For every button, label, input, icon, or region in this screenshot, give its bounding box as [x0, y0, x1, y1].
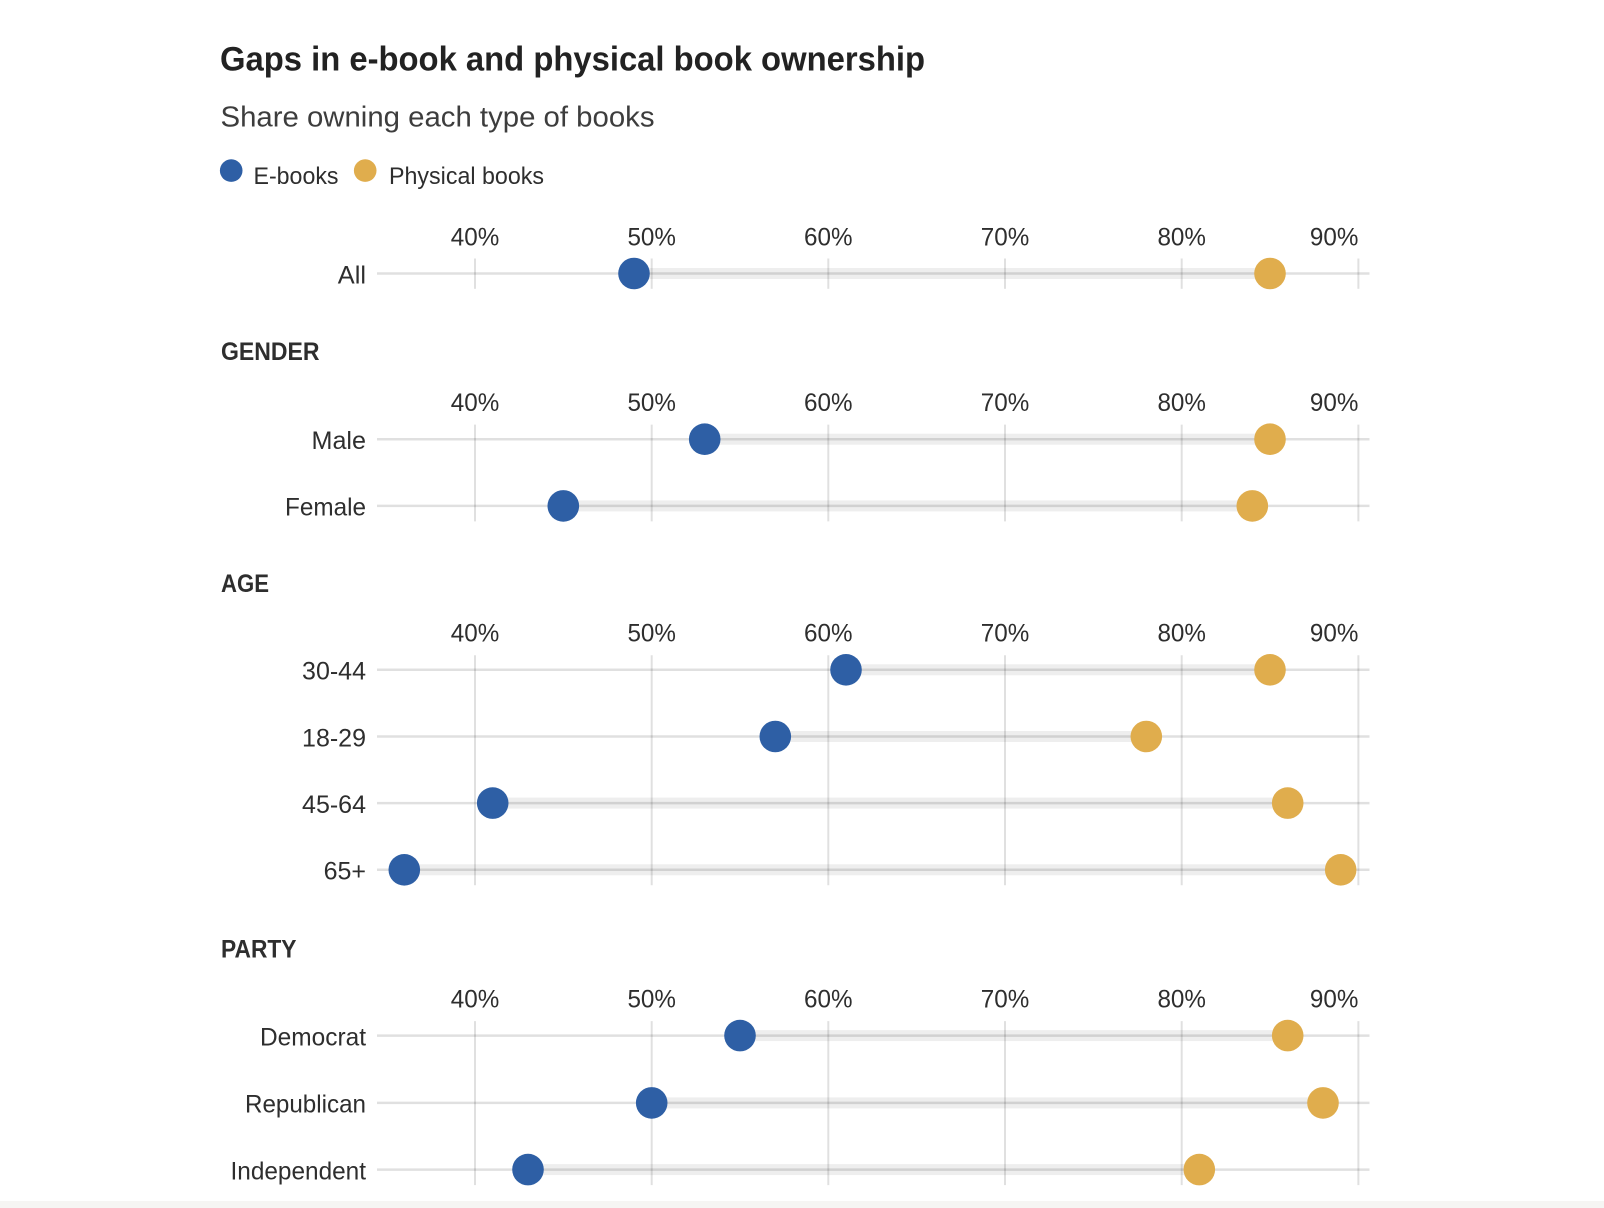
- svg-text:60%: 60%: [804, 985, 853, 1013]
- svg-text:80%: 80%: [1157, 620, 1206, 648]
- svg-text:40%: 40%: [451, 223, 500, 251]
- svg-text:PARTY: PARTY: [221, 937, 297, 964]
- svg-text:90%: 90%: [1310, 985, 1359, 1013]
- svg-text:18-29: 18-29: [302, 724, 366, 752]
- svg-text:60%: 60%: [804, 389, 853, 417]
- svg-text:Share owning each type of book: Share owning each type of books: [221, 101, 655, 133]
- svg-text:45-64: 45-64: [302, 791, 366, 819]
- svg-text:60%: 60%: [804, 223, 853, 251]
- svg-text:Democrat: Democrat: [260, 1023, 366, 1051]
- svg-text:50%: 50%: [627, 389, 676, 417]
- svg-text:Male: Male: [312, 427, 367, 455]
- svg-text:Republican: Republican: [245, 1091, 366, 1119]
- svg-text:70%: 70%: [981, 223, 1030, 251]
- svg-text:60%: 60%: [804, 620, 853, 648]
- svg-text:80%: 80%: [1157, 223, 1206, 251]
- svg-text:All: All: [338, 261, 366, 289]
- svg-text:90%: 90%: [1310, 620, 1359, 648]
- svg-text:80%: 80%: [1157, 389, 1206, 417]
- svg-text:40%: 40%: [451, 620, 500, 648]
- svg-text:65+: 65+: [324, 858, 366, 886]
- svg-text:Physical books: Physical books: [389, 163, 544, 190]
- svg-text:30-44: 30-44: [302, 658, 366, 686]
- svg-text:80%: 80%: [1157, 985, 1206, 1013]
- svg-text:90%: 90%: [1310, 389, 1359, 417]
- svg-text:AGE: AGE: [221, 571, 269, 598]
- svg-text:90%: 90%: [1310, 223, 1359, 251]
- svg-text:50%: 50%: [627, 223, 676, 251]
- svg-text:Independent: Independent: [231, 1157, 367, 1185]
- svg-text:50%: 50%: [627, 985, 676, 1013]
- svg-text:GENDER: GENDER: [221, 339, 320, 366]
- svg-text:70%: 70%: [981, 985, 1030, 1013]
- svg-text:Female: Female: [285, 494, 366, 522]
- svg-text:70%: 70%: [981, 620, 1030, 648]
- svg-text:Gaps in e-book and physical bo: Gaps in e-book and physical book ownersh…: [220, 41, 925, 79]
- svg-text:40%: 40%: [451, 985, 500, 1013]
- svg-text:E-books: E-books: [254, 163, 339, 190]
- svg-text:40%: 40%: [451, 389, 500, 417]
- svg-text:50%: 50%: [627, 620, 676, 648]
- svg-text:70%: 70%: [981, 389, 1030, 417]
